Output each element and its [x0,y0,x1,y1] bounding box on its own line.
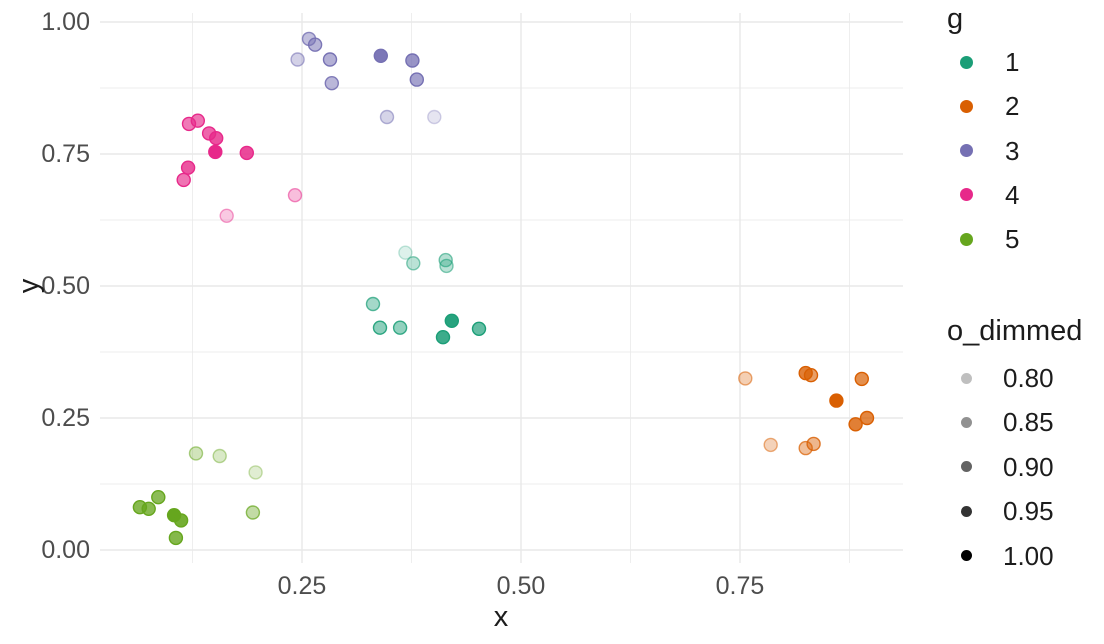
data-point-g4 [208,144,223,160]
data-point-g3 [427,109,442,125]
legend-item: 0.95 [947,496,1097,526]
minor-gridlines [100,13,903,563]
data-point-g1 [392,320,408,335]
data-point-g3 [324,75,339,91]
data-point-g3 [322,52,338,67]
data-point-g2 [806,436,821,452]
y-tick-label: 0.25 [41,404,90,432]
data-point-g4 [190,113,206,128]
legend-item: 0.90 [947,452,1097,482]
legend-item: 5 [947,224,1097,254]
data-point-g1 [444,313,459,328]
data-point-g5 [212,448,227,464]
legend-item-label: 0.85 [1003,407,1054,438]
legend-item-label: 1.00 [1003,540,1054,571]
data-point-g3 [373,48,388,63]
data-point-g3 [405,53,420,68]
legend-panel: g 1 2 3 4 5 o_dimmed 0.80 0.85 0.90 0.95 1.00 [947,0,1104,644]
data-point-g1 [406,256,421,271]
legend-item: 4 [947,180,1097,210]
legend-item: 3 [947,136,1097,166]
data-point-g2 [738,371,753,386]
legend-item-label: 0.95 [1003,496,1054,527]
legend-key-dot [961,505,972,517]
legend-item-label: 0.90 [1003,451,1054,482]
y-tick-label: 0.75 [41,140,90,168]
data-point-g2 [854,371,869,387]
legend-item: 1.00 [947,541,1097,571]
data-point-g4 [176,172,191,188]
y-tick-label: 0.50 [41,272,90,300]
data-point-g5 [141,501,156,516]
alpha-legend-title: o_dimmed [947,315,1083,347]
x-axis-title: x [494,601,509,633]
data-point-g3 [409,72,424,87]
data-point-g1 [398,245,413,260]
data-point-g4 [208,130,224,146]
data-point-g5 [173,513,189,528]
data-point-g3 [307,37,323,52]
legend-key-dot [961,372,972,384]
legend-key-dot [961,550,972,562]
legend-item-label: 0.80 [1003,363,1054,393]
legend-key-dot [960,55,973,69]
data-point-g2 [798,440,813,456]
data-point-g5 [151,490,166,505]
major-gridlines [100,13,903,563]
legend-item-label: 1 [1005,47,1020,77]
x-tick-label: 0.50 [497,572,546,600]
axis-tick-labels: 0.00 0.25 0.50 0.75 1.00 0.25 0.50 0.75 [41,8,764,600]
data-point-g5 [245,505,261,520]
data-point-g2 [829,393,844,408]
legend-item-label: 5 [1005,224,1020,255]
legend-item-label: 2 [1005,91,1020,122]
x-tick-label: 0.25 [278,572,327,600]
legend-key-dot [961,461,972,473]
color-legend-title: g [947,3,964,35]
legend-key-dot [960,188,973,202]
legend-item-label: 3 [1005,135,1020,166]
data-point-g5 [248,465,263,480]
legend-key-dot [960,144,973,158]
data-point-g2 [859,410,875,426]
data-point-g3 [290,52,305,67]
y-tick-label: 0.00 [41,536,90,564]
data-point-g1 [372,320,388,335]
data-point-g3 [379,109,395,125]
data-point-g2 [848,417,863,432]
data-point-g4 [287,187,303,203]
legend-key-dot [960,232,973,246]
legend-item: 0.85 [947,407,1097,437]
data-points [132,31,875,546]
data-point-g4 [180,160,196,175]
y-axis-title: y [13,278,45,293]
data-point-g2 [803,368,819,383]
legend-item: 0.80 [947,363,1097,393]
data-point-g4 [239,145,255,161]
y-tick-label: 1.00 [41,8,90,36]
legend-item-label: 4 [1005,179,1020,210]
legend-key-dot [960,99,973,113]
data-point-g1 [439,258,454,274]
data-point-g4 [219,208,234,224]
data-point-g5 [188,446,204,461]
legend-item: 2 [947,91,1097,121]
legend-key-dot [961,416,972,428]
data-point-g1 [471,321,487,336]
data-point-g1 [365,296,381,312]
x-tick-label: 0.75 [716,572,765,600]
data-point-g1 [435,330,451,345]
legend-item: 1 [947,47,1097,77]
data-point-g2 [763,437,778,453]
data-point-g5 [168,530,184,546]
